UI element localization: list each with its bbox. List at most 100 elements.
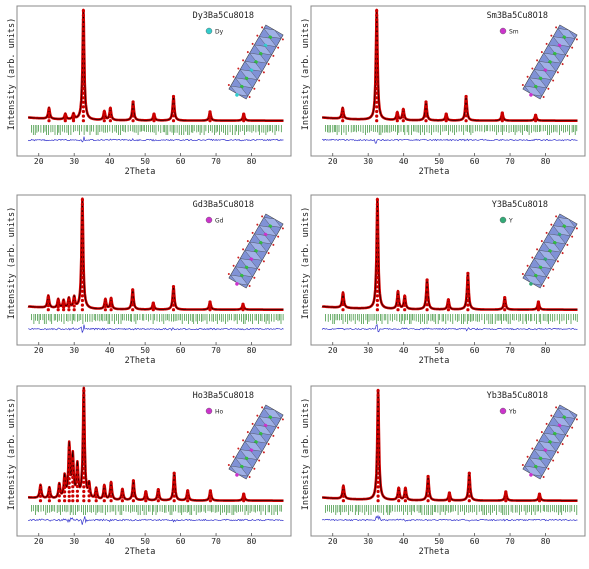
peak-point [131,484,135,488]
peak-point [103,304,107,308]
peak-point [172,494,176,498]
peak-point [172,471,176,475]
peak-point [71,475,75,480]
x-tick-label: 60 [176,157,186,166]
peak-point [47,491,52,495]
peak-point [63,499,67,503]
peak-point [131,308,135,312]
peak-point [424,119,428,123]
x-tick-label: 60 [470,537,480,546]
peak-point [375,216,379,220]
x-tick-label: 40 [399,157,409,166]
peak-point [208,489,212,493]
peak-point [152,112,156,116]
legend-label: Y [508,218,513,225]
crystal-structure-icon [521,24,578,100]
peak-point [425,283,429,287]
peak-point [172,489,176,494]
atom-marker-icon [205,407,213,415]
peak-point [375,257,379,261]
peak-point [375,221,379,225]
peak-point [466,294,470,298]
peak-point [397,491,401,495]
x-tick-label: 40 [399,346,409,355]
peak-point [131,303,135,307]
peak-point [109,485,113,490]
peak-point [81,96,85,100]
peak-point [171,114,176,118]
peak-point [396,294,400,299]
peak-point [446,301,450,305]
peak-point [341,494,345,498]
peak-point [71,113,76,117]
peak-point [46,308,50,312]
peak-point [120,495,124,499]
peak-point [375,87,379,91]
peak-point [71,461,75,466]
x-tick-label: 30 [69,157,79,166]
peak-point [503,296,507,300]
peak-point [131,114,135,118]
x-tick-label: 20 [34,537,44,546]
peak-point [171,303,176,307]
peak-point [397,499,401,503]
peak-point [446,298,450,302]
peak-point [81,9,85,13]
peak-point [67,494,71,498]
peak-point [82,453,86,457]
peak-point [80,253,84,257]
peak-point [71,494,75,498]
peak-point [375,294,379,298]
peak-point [81,27,85,31]
peak-point [341,302,345,307]
peak-point [109,297,113,301]
peak-point [467,471,471,475]
x-tick-label: 40 [105,157,115,166]
peak-point [131,100,135,104]
peak-point [426,499,430,503]
peak-point [376,402,380,406]
peak-point [57,489,61,493]
x-tick-label: 40 [399,537,409,546]
peak-point [376,425,380,429]
peak-point [102,110,106,114]
peak-point [375,276,379,280]
peak-point [536,305,540,309]
peak-point [537,492,542,496]
peak-point [341,297,345,301]
calculated-curve [28,198,284,310]
peak-point [156,495,160,499]
x-tick-label: 50 [140,537,150,546]
peak-point [375,266,379,270]
peak-point [80,243,84,248]
crystal-structure-icon [521,404,578,480]
peak-point [82,412,86,416]
chart-title: Dy3Ba5Cu8O18 [193,11,254,21]
crystal-structure-icon [227,404,284,480]
peak-point [81,82,85,86]
peak-point [375,303,379,307]
peak-point [47,499,52,503]
peak-point [401,119,405,123]
x-tick-label: 60 [470,346,480,355]
peak-point [152,116,156,121]
peak-point [56,308,60,312]
peak-point [81,119,85,123]
peak-point [82,494,86,498]
peak-point [447,499,451,503]
peak-point [82,393,86,397]
y-axis-label: Intensity (arb. units) [7,398,17,511]
x-tick-label: 70 [505,157,515,166]
peak-point [403,491,407,495]
x-tick-label: 80 [541,157,551,166]
peak-point [376,430,380,434]
peak-point [446,308,450,312]
peak-point [395,113,399,118]
peak-point [376,439,380,443]
peak-point [81,22,85,26]
peak-point [171,285,176,289]
difference-curve [28,516,284,525]
peak-point [375,262,379,266]
peak-point [376,393,380,397]
peak-point [467,476,471,480]
